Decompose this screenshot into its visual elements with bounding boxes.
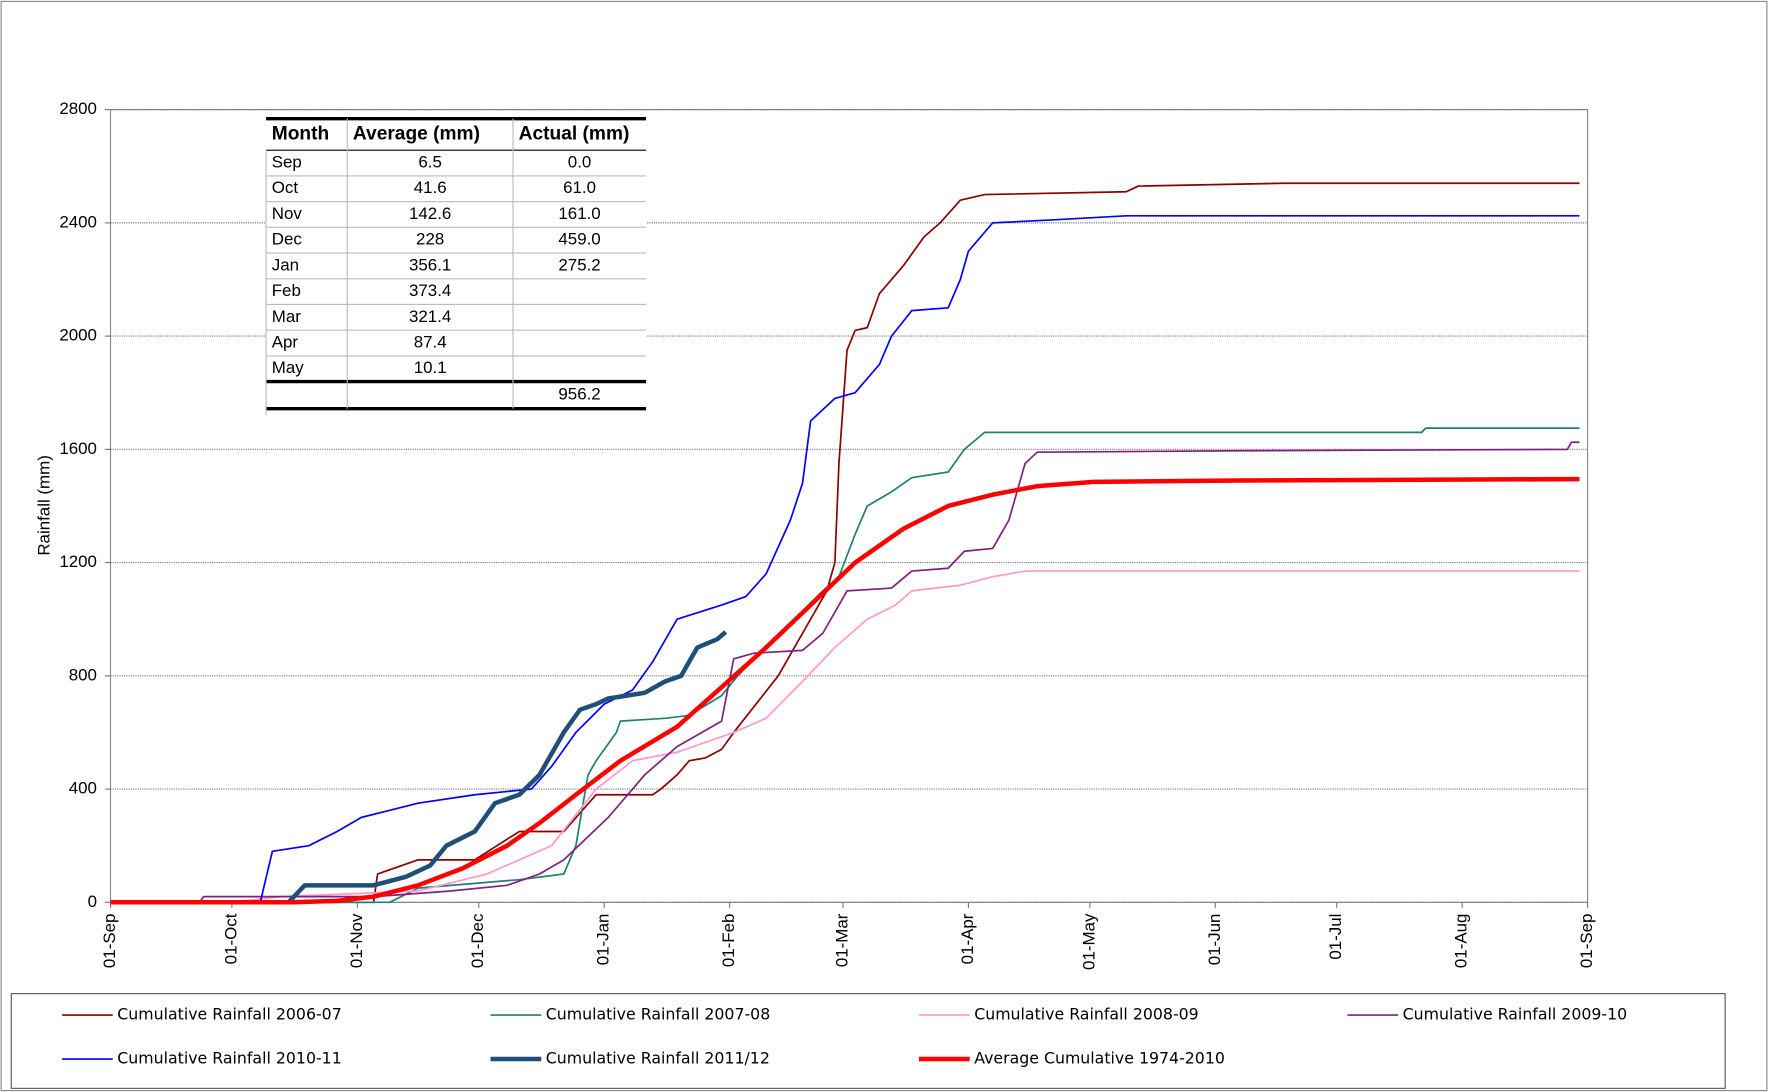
table-cell: Dec	[272, 230, 302, 249]
x-tick-label: 01-Oct	[221, 913, 240, 964]
table-cell: 161.0	[558, 204, 600, 223]
series-line	[110, 214, 1580, 904]
table-cell: 275.2	[558, 255, 600, 274]
table-cell: Jan	[272, 255, 299, 274]
legend-label: Cumulative Rainfall 2011/12	[546, 1049, 770, 1068]
legend-label: Average Cumulative 1974-2010	[974, 1049, 1225, 1068]
table-header: Month	[272, 124, 329, 145]
series-line	[110, 570, 1580, 904]
table-cell: Oct	[272, 178, 299, 197]
y-tick-label: 2400	[59, 212, 97, 231]
y-axis-label: Rainfall (mm)	[35, 455, 54, 556]
series-line	[110, 427, 1580, 904]
table-cell: 321.4	[409, 307, 451, 326]
data-table: Month Average (mm) Actual (mm) Sep 6.5 0.0 Oct…	[265, 116, 647, 416]
table-cell: 356.1	[409, 255, 451, 274]
table-cell: 459.0	[558, 230, 600, 249]
x-tick-label: 01-Jun	[1205, 914, 1224, 966]
x-tick-label: 01-Sep	[1577, 914, 1596, 969]
table-cell: 61.0	[563, 178, 596, 197]
legend-label: Cumulative Rainfall 2006-07	[117, 1005, 341, 1024]
y-tick-label: 1200	[59, 552, 97, 571]
y-tick-label: 400	[69, 779, 97, 798]
table-cell: 10.1	[414, 358, 447, 377]
table-cell: Sep	[272, 153, 302, 172]
legend: Cumulative Rainfall 2006-07 Cumulative Ra…	[62, 1005, 1627, 1068]
legend-label: Cumulative Rainfall 2007-08	[546, 1005, 771, 1024]
table-total: 956.2	[558, 385, 600, 404]
table-cell: 373.4	[409, 281, 451, 300]
table-cell: Nov	[272, 204, 303, 223]
legend-label: Cumulative Rainfall 2010-11	[117, 1049, 341, 1068]
legend-label: Cumulative Rainfall 2008-09	[974, 1005, 1198, 1024]
series-line	[110, 441, 1580, 904]
legend-label: Cumulative Rainfall 2009-10	[1403, 1005, 1627, 1024]
table-cell: Apr	[272, 333, 299, 352]
y-tick-label: 0	[88, 892, 97, 911]
x-tick-label: 01-Jan	[594, 914, 613, 966]
x-tick-label: 01-Feb	[719, 914, 738, 968]
series-line	[110, 182, 1580, 904]
x-tick-label: 01-Mar	[832, 913, 851, 967]
y-tick-label: 2800	[59, 99, 97, 118]
table-cell: 142.6	[409, 204, 451, 223]
x-tick-label: 01-Nov	[347, 913, 366, 968]
table-cell: May	[272, 358, 304, 377]
y-tick-label: 2000	[59, 326, 97, 345]
series-line	[110, 630, 728, 905]
table-cell: 0.0	[568, 153, 592, 172]
y-tick-label: 800	[69, 665, 97, 684]
table-cell: 6.5	[418, 153, 442, 172]
table-cell: Feb	[272, 281, 301, 300]
table-cell: 228	[416, 230, 444, 249]
y-tick-label: 1600	[59, 439, 97, 458]
x-tick-label: 01-Dec	[468, 914, 487, 969]
table-header: Actual (mm)	[519, 124, 630, 145]
table-bg	[266, 118, 647, 411]
table-cell: 41.6	[414, 178, 447, 197]
x-tick-label: 01-Sep	[100, 914, 119, 969]
table-header: Average (mm)	[353, 124, 480, 145]
series-line	[110, 476, 1580, 905]
x-tick-label: 01-Aug	[1452, 914, 1471, 969]
x-tick-label: 01-Apr	[958, 913, 977, 964]
legend-box	[10, 993, 1726, 1089]
table-cell: 87.4	[414, 333, 447, 352]
table-cell: Mar	[272, 307, 301, 326]
x-tick-label: 01-May	[1079, 913, 1098, 970]
x-tick-label: 01-Jul	[1326, 914, 1345, 960]
